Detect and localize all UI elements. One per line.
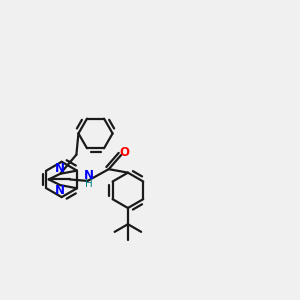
Text: O: O: [120, 146, 130, 159]
Text: H: H: [85, 179, 93, 189]
Text: N: N: [55, 162, 65, 175]
Text: N: N: [55, 184, 65, 197]
Text: N: N: [84, 169, 94, 182]
